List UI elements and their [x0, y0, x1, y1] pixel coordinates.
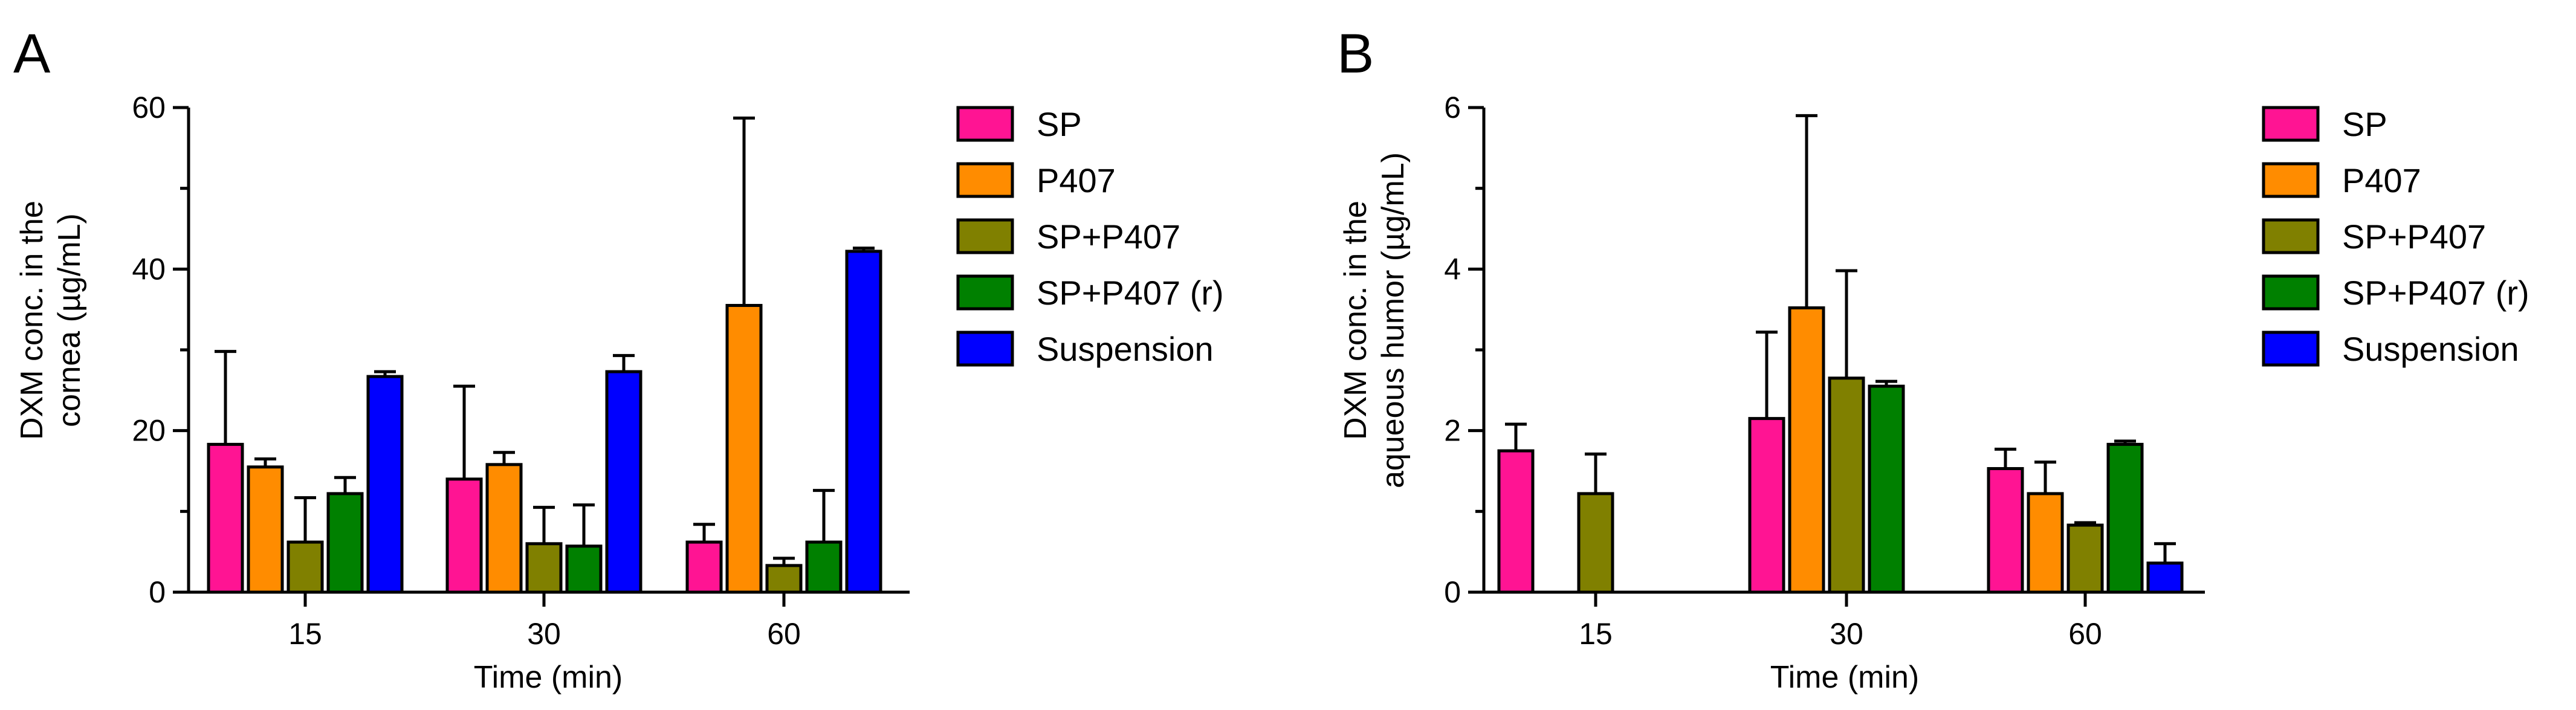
- bar: [2106, 442, 2144, 594]
- bar: [1577, 492, 1614, 594]
- bar: [845, 250, 882, 594]
- bar: [247, 465, 284, 594]
- bar: [1497, 449, 1535, 594]
- legend-label: SP+P407 (r): [2342, 274, 2529, 312]
- y-tick-label: 60: [132, 91, 166, 124]
- y-tick-label: 0: [149, 575, 166, 609]
- legend-swatch: [956, 274, 1014, 311]
- legend-swatch: [956, 162, 1014, 198]
- bar: [1748, 417, 1785, 594]
- panel-label: B: [1337, 23, 1374, 85]
- y-axis-title-line-2: aqueous humor (µg/mL): [1376, 152, 1411, 488]
- legend-label: SP: [1037, 105, 1082, 143]
- legend-swatch: [2262, 274, 2320, 311]
- legend-swatch: [2262, 218, 2320, 254]
- legend-swatch: [956, 106, 1014, 142]
- bar: [685, 540, 723, 594]
- bar: [725, 303, 763, 594]
- legend-swatch: [956, 331, 1014, 367]
- y-tick-label: 6: [1444, 91, 1461, 124]
- bar: [1868, 384, 1905, 594]
- bar: [765, 564, 803, 594]
- legend-label: P407: [2342, 161, 2421, 199]
- bar: [445, 477, 483, 594]
- legend-label: SP+P407 (r): [1037, 274, 1224, 312]
- bar: [485, 463, 523, 594]
- x-tick-label: 60: [2068, 617, 2102, 651]
- bar: [525, 542, 563, 594]
- x-axis-title: Time (min): [1770, 660, 1920, 695]
- x-tick-label: 60: [767, 617, 801, 651]
- legend-label: SP: [2342, 105, 2387, 143]
- x-axis-title: Time (min): [474, 660, 623, 695]
- y-tick-label: 4: [1444, 252, 1461, 286]
- y-tick-label: 2: [1444, 414, 1461, 448]
- y-tick-label: 0: [1444, 575, 1461, 609]
- plot-area: 0 20 40 60 15 30 60: [132, 91, 910, 651]
- plot-area: 0 2 4 6 15 30 60: [1444, 91, 2205, 651]
- bar: [286, 540, 324, 594]
- bar: [1788, 306, 1825, 594]
- legend-swatch: [2262, 106, 2320, 142]
- bar: [326, 492, 364, 594]
- legend-label: P407: [1037, 161, 1116, 199]
- y-axis-title-line-1: DXM conc. in the: [15, 201, 50, 440]
- legend: SP P407 SP+P407 SP+P407 (r) Suspension: [2262, 105, 2529, 368]
- legend-label: Suspension: [2342, 330, 2519, 368]
- legend-label: SP+P407: [2342, 218, 2486, 256]
- bar: [605, 370, 642, 594]
- bar: [2146, 561, 2184, 594]
- bar: [2066, 523, 2104, 594]
- legend-label: Suspension: [1037, 330, 1214, 368]
- x-tick-label: 15: [1579, 617, 1613, 651]
- legend-swatch: [2262, 331, 2320, 367]
- bar: [366, 375, 404, 594]
- legend-swatch: [2262, 162, 2320, 198]
- bar: [207, 442, 244, 594]
- bar: [2027, 492, 2064, 594]
- bar: [1828, 376, 1865, 594]
- bar: [565, 544, 603, 594]
- y-axis-title-line-1: DXM conc. in the: [1338, 201, 1373, 440]
- x-tick-label: 30: [527, 617, 561, 651]
- panel-a: A DXM conc. in the cornea (µg/mL) Time (…: [13, 23, 1224, 695]
- panel-label: A: [13, 23, 51, 85]
- legend-label: SP+P407: [1037, 218, 1180, 256]
- bar: [805, 540, 843, 594]
- panel-b: B DXM conc. in the aqueous humor (µg/mL)…: [1337, 23, 2529, 695]
- y-tick-label: 40: [132, 252, 166, 286]
- y-axis-title-line-2: cornea (µg/mL): [52, 213, 87, 427]
- x-tick-label: 15: [288, 617, 322, 651]
- bar: [1987, 466, 2024, 594]
- y-tick-label: 20: [132, 414, 166, 448]
- legend-swatch: [956, 218, 1014, 254]
- x-tick-label: 30: [1830, 617, 1863, 651]
- legend: SP P407 SP+P407 SP+P407 (r) Suspension: [956, 105, 1224, 368]
